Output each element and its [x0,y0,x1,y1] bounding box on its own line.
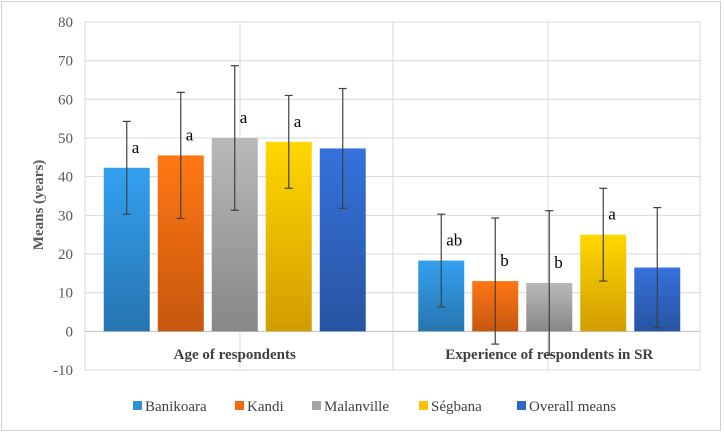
legend-label: Ségbana [431,399,482,415]
error-bar [176,91,185,220]
y-tick-label: 10 [58,286,73,302]
significance-label: a [294,112,302,131]
legend-label: Overall means [529,399,616,415]
error-bar [545,210,554,356]
legend-swatch [419,401,428,410]
category-label: Age of respondents [174,347,296,363]
legend-label: Kandi [247,399,284,415]
grid-layer [84,21,701,371]
error-bar [491,217,500,345]
legend-swatch [517,401,526,410]
error-bar [338,87,347,209]
legend-label: Malanville [324,399,389,415]
significance-labels-layer: a a a a ab b b a [132,108,617,272]
legend-label: Banikoara [145,399,207,415]
significance-label: a [240,108,248,127]
legend-item-kandi: Kandi [235,399,284,415]
y-tick-label: 80 [58,15,73,31]
error-bar [437,213,446,308]
bars-layer [103,138,681,332]
legend-swatch [312,401,321,410]
y-tick-label: 60 [58,92,73,108]
category-label: Experience of respondents in SR [445,347,653,363]
y-tick-label: 70 [58,54,73,70]
significance-label: ab [446,231,462,250]
category-labels-layer: Age of respondents Experience of responde… [174,347,654,363]
legend-item-banikoara: Banikoara [133,399,207,415]
y-tick-label: -10 [53,363,73,379]
y-axis-label: Means (years) [31,160,47,250]
significance-label: a [132,138,140,157]
legend-swatch [235,401,244,410]
legend-swatch [133,401,142,410]
significance-label: a [186,125,194,144]
error-bars-layer [122,65,662,356]
y-axis-ticks: -10 0 10 20 30 40 50 60 70 80 [53,15,73,379]
significance-label: a [608,205,616,224]
y-tick-label: 40 [58,170,73,186]
significance-label: b [554,253,563,272]
error-bar [230,65,239,211]
legend-item-malanville: Malanville [312,399,389,415]
legend-item-overall-means: Overall means [517,399,616,415]
error-bar [122,120,131,215]
error-bar [653,207,662,329]
y-tick-label: 30 [58,208,73,224]
y-tick-label: 20 [58,247,73,263]
y-tick-label: 50 [58,131,73,147]
legend: Banikoara Kandi Malanville Ségbana Overall m… [133,399,616,415]
error-bar [284,94,293,189]
y-tick-label: 0 [66,324,74,340]
error-bar [599,187,608,282]
legend-item-ségbana: Ségbana [419,399,482,415]
significance-label: b [500,251,509,270]
